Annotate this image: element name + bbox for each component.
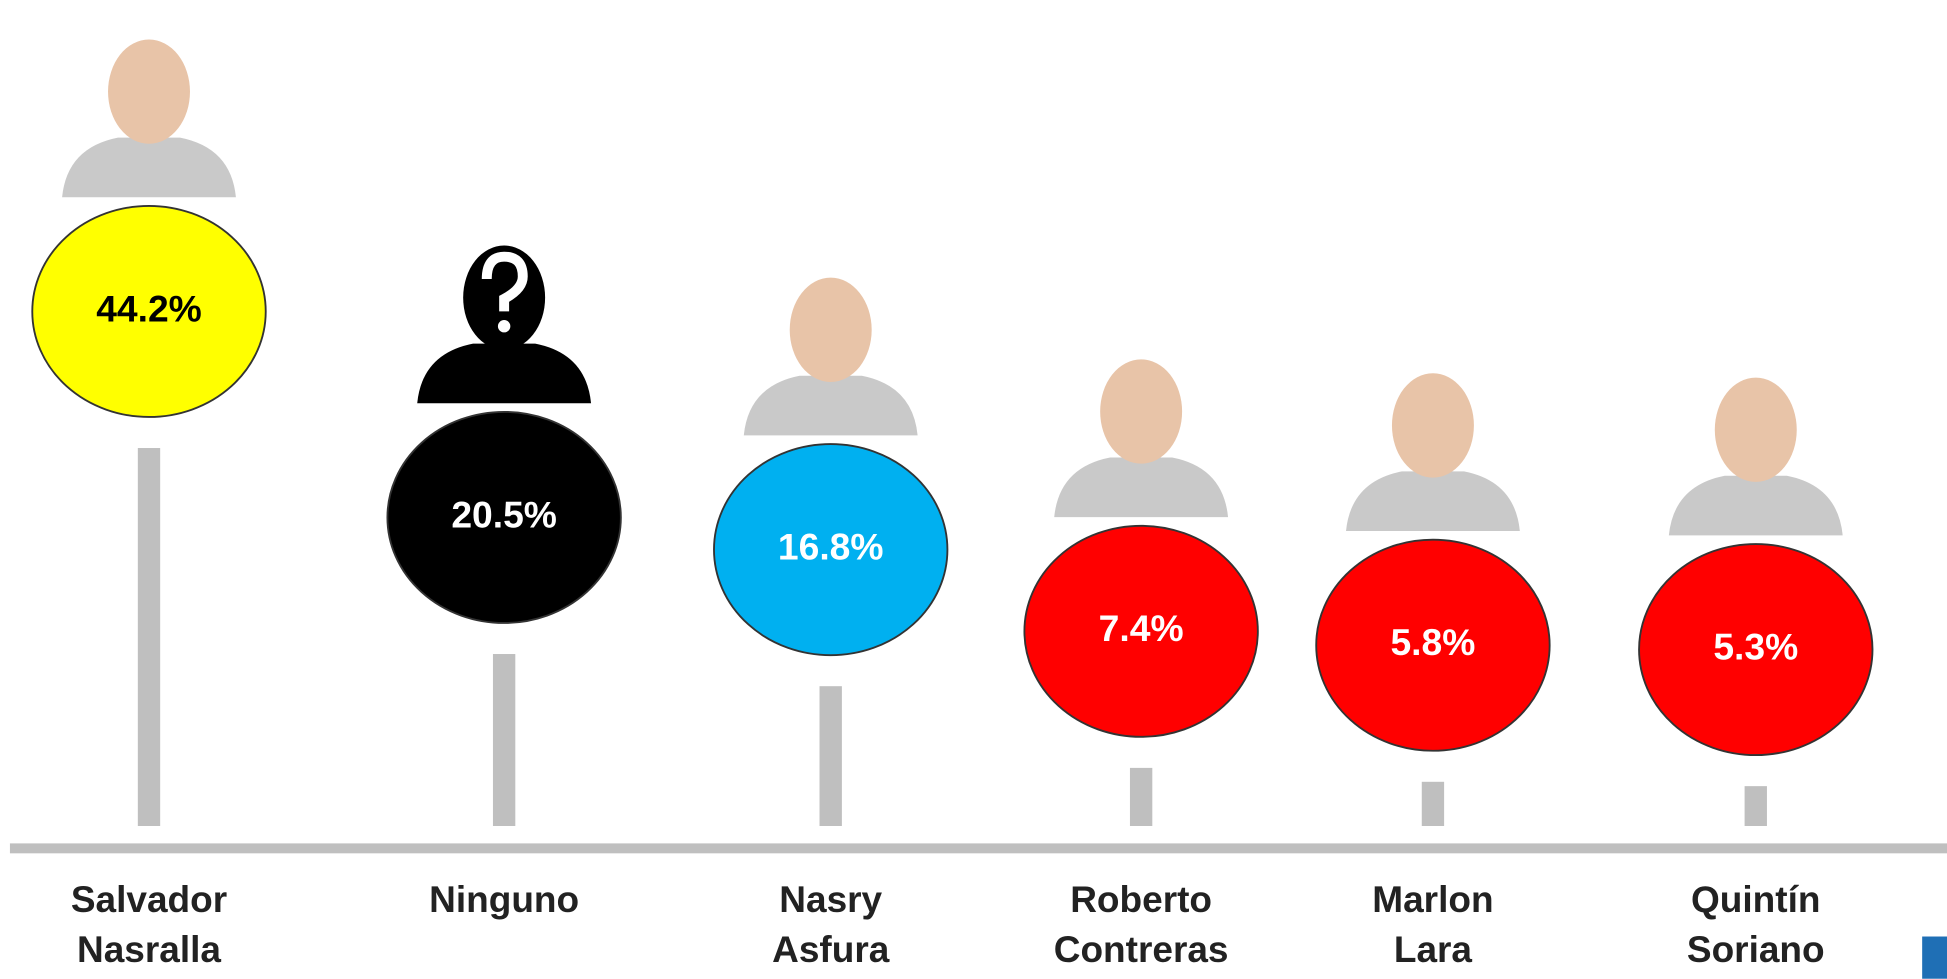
- stem: [1422, 782, 1444, 826]
- stem: [1130, 768, 1152, 826]
- category-label: Quintín Soriano: [1687, 875, 1825, 975]
- portrait-head: [1100, 359, 1182, 463]
- baseline: [10, 843, 1947, 853]
- portrait: [1669, 378, 1843, 536]
- category-label: Salvador Nasralla: [71, 875, 227, 975]
- value-label: 16.8%: [778, 525, 884, 567]
- value-label: 20.5%: [451, 493, 557, 535]
- portrait-body: [62, 138, 236, 198]
- stem: [138, 448, 160, 826]
- stem: [493, 654, 515, 826]
- portrait-head: [1715, 378, 1797, 482]
- portrait-head: [1392, 373, 1474, 477]
- category-label: Marlon Lara: [1372, 875, 1493, 975]
- portrait: [417, 246, 591, 404]
- stem: [1745, 786, 1767, 826]
- category-label: Roberto Contreras: [1054, 875, 1229, 975]
- portrait: [1054, 359, 1228, 517]
- portrait-body: [744, 376, 918, 436]
- value-label: 5.3%: [1713, 625, 1798, 667]
- portrait-body: [1346, 471, 1520, 531]
- portrait-body: [417, 344, 591, 404]
- logo: [1922, 937, 1947, 979]
- portrait-head: [790, 278, 872, 382]
- category-label: Nasry Asfura: [772, 875, 889, 975]
- value-label: 5.8%: [1390, 621, 1475, 663]
- question-dot: [498, 320, 510, 332]
- portrait-head: [108, 40, 190, 144]
- portrait: [744, 278, 918, 436]
- stem: [820, 686, 842, 826]
- portrait: [62, 40, 236, 198]
- portrait: [1346, 373, 1520, 531]
- portrait-body: [1054, 457, 1228, 517]
- page: 44.2% 20.5% 16.8% 7.4% 5.8% 5.3% Salvador Nas…: [0, 0, 1947, 979]
- value-label: 7.4%: [1099, 607, 1184, 649]
- portrait-body: [1669, 476, 1843, 536]
- category-label: Ninguno: [429, 875, 579, 925]
- chart: 44.2% 20.5% 16.8% 7.4% 5.8% 5.3%: [0, 0, 1947, 979]
- value-label: 44.2%: [96, 287, 202, 329]
